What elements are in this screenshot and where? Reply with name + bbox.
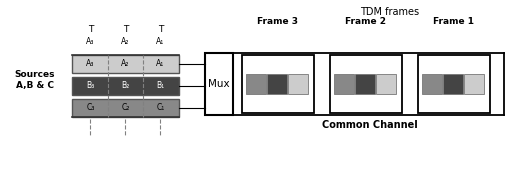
Text: B₃: B₃: [273, 81, 281, 87]
Bar: [72, 55, 179, 73]
Text: C₁: C₁: [428, 81, 436, 87]
Text: A₃: A₃: [87, 59, 95, 69]
Text: T: T: [123, 26, 128, 35]
Bar: [355, 74, 375, 94]
Text: A₂: A₂: [121, 59, 130, 69]
Text: A₁: A₁: [156, 37, 164, 46]
Text: C₁: C₁: [156, 104, 164, 113]
Text: TDM frames: TDM frames: [360, 7, 419, 17]
Text: B₁: B₁: [449, 81, 457, 87]
Text: Common Channel: Common Channel: [322, 120, 418, 130]
Bar: [464, 74, 484, 94]
Bar: [330, 55, 402, 113]
Bar: [246, 74, 266, 94]
Bar: [418, 55, 490, 113]
Text: Sources
A,B & C: Sources A,B & C: [15, 70, 55, 90]
Bar: [288, 74, 308, 94]
Text: B₂: B₂: [121, 81, 130, 90]
Text: A₁: A₁: [470, 81, 478, 87]
Text: Frame 3: Frame 3: [258, 18, 298, 27]
Text: C₂: C₂: [340, 81, 348, 87]
Bar: [422, 74, 442, 94]
Text: Frame 1: Frame 1: [434, 18, 474, 27]
Bar: [205, 53, 233, 115]
Text: B₁: B₁: [156, 81, 164, 90]
Text: Frame 2: Frame 2: [346, 18, 386, 27]
Bar: [242, 55, 314, 113]
Text: C₂: C₂: [121, 104, 130, 113]
Bar: [376, 74, 396, 94]
Text: Mux: Mux: [208, 79, 230, 89]
Text: C₃: C₃: [87, 104, 95, 113]
Text: A₂: A₂: [382, 81, 390, 87]
Text: A₂: A₂: [121, 37, 130, 46]
Bar: [72, 99, 179, 117]
Text: T: T: [158, 26, 163, 35]
Text: B₃: B₃: [87, 81, 95, 90]
Bar: [443, 74, 463, 94]
Text: B₂: B₂: [361, 81, 369, 87]
Text: T: T: [88, 26, 93, 35]
Text: A₁: A₁: [156, 59, 164, 69]
Bar: [267, 74, 287, 94]
Bar: [72, 77, 179, 95]
Text: C₃: C₃: [252, 81, 260, 87]
Text: A₃: A₃: [87, 37, 95, 46]
Text: A₃: A₃: [294, 81, 302, 87]
Bar: [334, 74, 354, 94]
